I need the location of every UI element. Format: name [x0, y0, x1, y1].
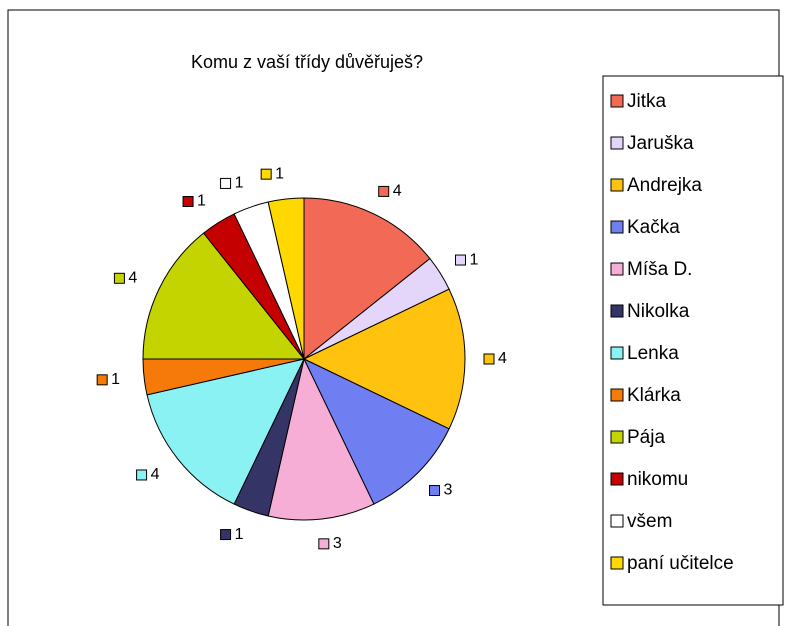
pie-slice [267, 197, 305, 360]
legend-label: všem [627, 511, 672, 532]
legend-label: Jitka [627, 91, 667, 112]
legend-swatch [610, 220, 624, 234]
data-label: 1 [235, 175, 244, 192]
data-label: 1 [197, 193, 206, 210]
data-label: 3 [444, 482, 453, 499]
legend-box [602, 75, 784, 606]
legend-label: Míša D. [627, 259, 692, 280]
data-label: 4 [151, 466, 160, 483]
data-label: 1 [275, 165, 284, 182]
label-swatch [454, 254, 466, 266]
label-swatch [318, 538, 330, 550]
pie-slice [146, 358, 305, 505]
data-label: 1 [111, 371, 120, 388]
label-swatch [113, 272, 125, 284]
legend-swatch [610, 388, 624, 402]
data-label: 4 [498, 350, 507, 367]
legend-label: Kačka [627, 217, 680, 238]
legend-swatch [610, 346, 624, 360]
legend-swatch [610, 262, 624, 276]
label-swatch [220, 529, 232, 541]
label-swatch [378, 185, 390, 197]
legend-swatch [610, 472, 624, 486]
pie-slice [142, 232, 306, 360]
legend-swatch [610, 514, 624, 528]
label-swatch [182, 196, 194, 208]
legend-swatch [610, 178, 624, 192]
chart-title: Komu z vaší třídy důvěřuješ? [191, 52, 423, 72]
data-label: 1 [469, 251, 478, 268]
data-label: 3 [333, 535, 342, 552]
label-swatch [96, 374, 108, 386]
legend-label: paní učitelce [627, 553, 734, 574]
label-swatch [136, 469, 148, 481]
label-swatch [260, 168, 272, 180]
pie-slice [303, 197, 431, 361]
label-swatch [483, 353, 495, 365]
legend-swatch [610, 430, 624, 444]
label-swatch [220, 177, 232, 189]
legend-label: Klárka [627, 385, 681, 406]
pie-slice [302, 288, 466, 430]
legend-label: nikomu [627, 469, 688, 490]
legend-swatch [610, 136, 624, 150]
data-label: 4 [393, 183, 402, 200]
legend-label: Pája [627, 427, 665, 448]
data-label: 1 [235, 526, 244, 543]
legend-label: Nikolka [627, 301, 690, 322]
legend-label: Andrejka [627, 175, 702, 196]
legend-swatch [610, 556, 624, 570]
legend-swatch [610, 304, 624, 318]
legend-label: Jaruška [627, 133, 694, 154]
pie-slice [302, 357, 450, 505]
pie-slice [267, 357, 375, 521]
data-label: 4 [128, 270, 137, 287]
legend-label: Lenka [627, 343, 679, 364]
legend-swatch [610, 94, 624, 108]
label-swatch [429, 485, 441, 497]
